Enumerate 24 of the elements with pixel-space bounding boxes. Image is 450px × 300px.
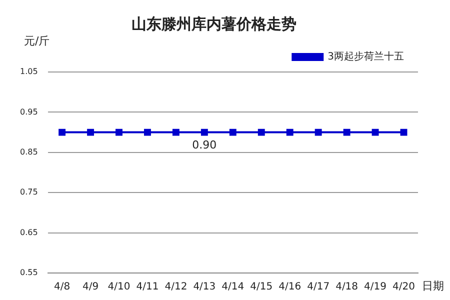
- x-tick-label: 4/20: [392, 282, 415, 293]
- chart-title: 山东滕州库内薯价格走势: [132, 14, 296, 33]
- x-tick-label: 4/13: [193, 282, 216, 293]
- y-axis-title: 元/斤: [24, 34, 50, 48]
- data-label: 0.90: [192, 138, 217, 152]
- x-tick-label: 4/15: [250, 282, 273, 293]
- legend-label: 3两起步荷兰十五: [328, 50, 404, 63]
- x-axis-title: 日期: [422, 279, 444, 292]
- x-tick-label: 4/18: [336, 282, 358, 293]
- x-tick-label: 4/12: [164, 282, 188, 293]
- x-tick-label: 4/8: [54, 282, 70, 293]
- y-tick-label: 0.85: [20, 147, 38, 156]
- x-tick-label: 4/11: [136, 282, 159, 293]
- y-tick-label: 0.95: [20, 107, 38, 116]
- x-tick-label: 4/14: [222, 282, 244, 293]
- y-tick-label: 0.55: [20, 268, 38, 278]
- y-tick-label: 0.75: [20, 188, 38, 197]
- x-tick-label: 4/17: [307, 282, 330, 293]
- x-tick-label: 4/19: [364, 282, 387, 293]
- x-tick-label: 4/16: [278, 282, 302, 293]
- x-tick-label: 4/9: [82, 282, 99, 293]
- y-tick-label: 0.65: [20, 228, 38, 237]
- y-tick-label: 1.05: [20, 67, 38, 76]
- x-tick-label: 4/10: [108, 282, 130, 293]
